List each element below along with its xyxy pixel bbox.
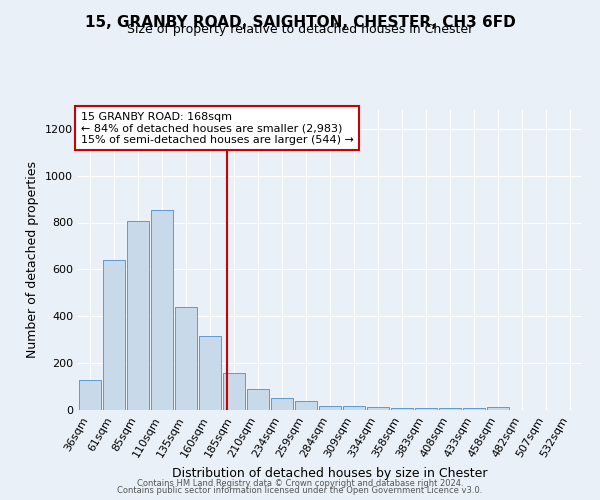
Bar [295, 400, 317, 410]
Bar [151, 210, 173, 410]
Bar [79, 380, 101, 410]
Bar [127, 222, 149, 410]
Bar [199, 336, 221, 410]
Bar [415, 408, 437, 410]
Text: Contains HM Land Registry data © Crown copyright and database right 2024.: Contains HM Land Registry data © Crown c… [137, 478, 463, 488]
Text: 15, GRANBY ROAD, SAIGHTON, CHESTER, CH3 6FD: 15, GRANBY ROAD, SAIGHTON, CHESTER, CH3 … [85, 15, 515, 30]
Bar [463, 408, 485, 410]
Text: Contains public sector information licensed under the Open Government Licence v3: Contains public sector information licen… [118, 486, 482, 495]
Bar [487, 407, 509, 410]
Bar [175, 307, 197, 410]
Bar [247, 389, 269, 410]
Text: Size of property relative to detached houses in Chester: Size of property relative to detached ho… [127, 22, 473, 36]
Bar [391, 408, 413, 410]
Bar [367, 407, 389, 410]
Bar [223, 372, 245, 410]
X-axis label: Distribution of detached houses by size in Chester: Distribution of detached houses by size … [172, 468, 488, 480]
Bar [103, 260, 125, 410]
Bar [271, 398, 293, 410]
Bar [343, 406, 365, 410]
Bar [439, 408, 461, 410]
Text: 15 GRANBY ROAD: 168sqm
← 84% of detached houses are smaller (2,983)
15% of semi-: 15 GRANBY ROAD: 168sqm ← 84% of detached… [80, 112, 353, 144]
Y-axis label: Number of detached properties: Number of detached properties [26, 162, 40, 358]
Bar [319, 406, 341, 410]
